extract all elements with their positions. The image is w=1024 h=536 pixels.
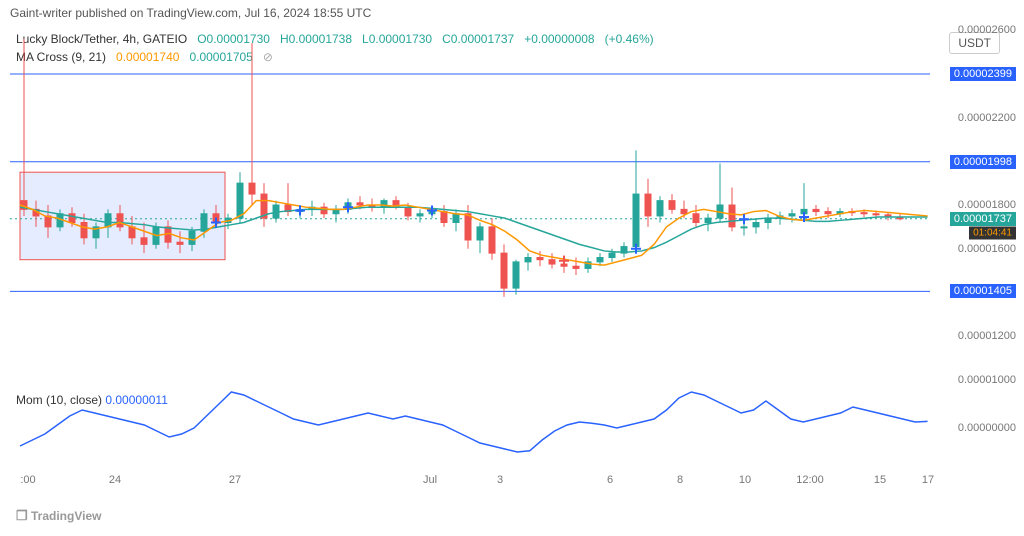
x-tick-label: 12:00 xyxy=(796,474,824,486)
y-tick-label: 0.00001200 xyxy=(958,330,1016,342)
tradingview-watermark: ❒ TradingView xyxy=(16,508,101,524)
x-tick-label: 6 xyxy=(607,474,613,486)
y-tick-label: 0.00002600 xyxy=(958,24,1016,36)
y-countdown-badge: 01:04:41 xyxy=(969,226,1016,239)
x-tick-label: 15 xyxy=(874,474,886,486)
y-tick-label: 0.00001000 xyxy=(958,374,1016,386)
y-hline-badge: 0.00001405 xyxy=(950,284,1016,298)
momentum-info-row: Mom (10, close) 0.00000011 xyxy=(16,393,168,407)
x-tick-label: 3 xyxy=(497,474,503,486)
y-tick-label: 0.00001600 xyxy=(958,243,1016,255)
price-chart[interactable] xyxy=(10,30,930,380)
y-tick-label: 0.00001800 xyxy=(958,199,1016,211)
x-tick-label: 17 xyxy=(922,474,934,486)
momentum-value: 0.00000011 xyxy=(105,393,168,407)
publish-text: Gaint-writer published on TradingView.co… xyxy=(10,6,371,20)
x-tick-label: :00 xyxy=(20,474,35,486)
y-current-price-badge: 0.00001737 xyxy=(950,212,1016,226)
price-y-axis[interactable]: 0.000026000.000022000.000018000.00001600… xyxy=(940,30,1024,380)
x-tick-label: 24 xyxy=(109,474,121,486)
tradingview-logo-icon: ❒ xyxy=(16,508,28,523)
publish-header: Gaint-writer published on TradingView.co… xyxy=(0,0,1024,26)
time-x-axis[interactable]: :002427Jul3681012:001517 xyxy=(10,474,930,494)
y-hline-badge: 0.00001998 xyxy=(950,155,1016,169)
y-tick-label: 0.00002200 xyxy=(958,112,1016,124)
y-hline-badge: 0.00002399 xyxy=(950,67,1016,81)
momentum-label: Mom (10, close) xyxy=(16,393,102,407)
momentum-zero-label: 0.00000000 xyxy=(958,422,1016,434)
x-tick-label: 8 xyxy=(677,474,683,486)
x-tick-label: Jul xyxy=(423,474,437,486)
x-tick-label: 10 xyxy=(739,474,751,486)
x-tick-label: 27 xyxy=(229,474,241,486)
